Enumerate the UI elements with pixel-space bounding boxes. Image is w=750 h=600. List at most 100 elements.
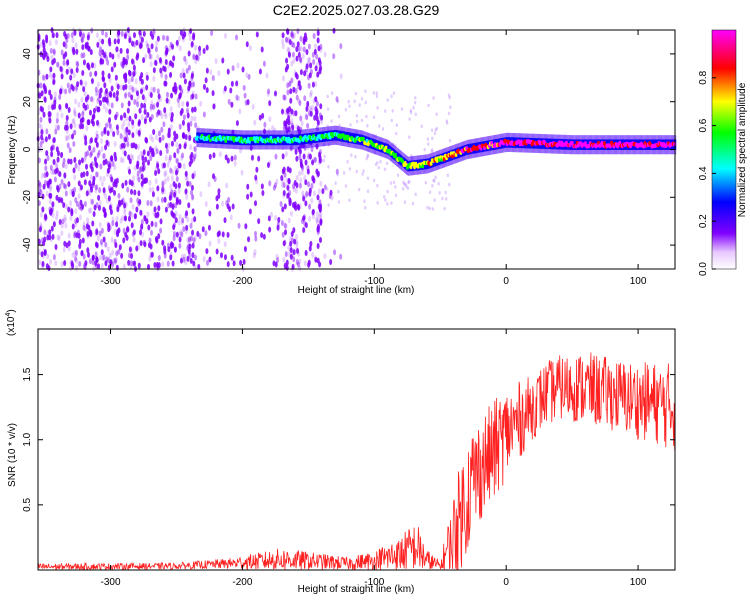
spectrogram-noise-speckle: [60, 261, 64, 268]
spectrogram-noise-speckle: [169, 254, 173, 261]
spectrogram-noise-speckle: [400, 107, 404, 111]
spectrogram-noise-speckle: [268, 180, 272, 187]
spectrogram-noise-speckle: [37, 187, 41, 194]
spectrogram-noise-speckle: [191, 229, 195, 236]
spectrogram-noise-speckle: [58, 94, 62, 101]
spectrogram-noise-speckle: [211, 74, 215, 81]
spectrogram-noise-speckle: [112, 257, 116, 264]
spectrogram-noise-speckle: [108, 77, 112, 84]
spectrogram-noise-speckle: [79, 29, 83, 36]
spectrogram-noise-speckle: [307, 43, 311, 50]
spectrogram-noise-speckle: [319, 118, 323, 125]
spectrogram-noise-speckle: [161, 186, 165, 193]
spectrogram-noise-speckle: [82, 224, 86, 231]
spectrogram-noise-speckle: [303, 70, 307, 77]
spectrogram-noise-speckle: [65, 60, 69, 67]
spectrogram-noise-speckle: [447, 111, 451, 116]
spectrogram-noise-speckle: [128, 179, 132, 186]
spectrogram-noise-speckle: [257, 218, 261, 225]
spectrogram-noise-speckle: [292, 42, 296, 49]
spectrogram-noise-speckle: [103, 208, 107, 215]
spectrogram-noise-speckle: [66, 142, 70, 149]
spectrogram-noise-speckle: [151, 104, 155, 111]
spectrogram-noise-speckle: [154, 46, 158, 53]
spectrogram-noise-speckle: [344, 184, 348, 188]
spectrogram-noise-speckle: [123, 209, 127, 216]
spectrogram-noise-speckle: [156, 211, 160, 218]
spectrogram-noise-speckle: [178, 94, 182, 101]
spectrogram-noise-speckle: [71, 251, 75, 258]
spectrogram-noise-speckle: [376, 201, 379, 205]
spectrogram-noise-speckle: [250, 154, 254, 161]
spectrogram-noise-speckle: [152, 67, 156, 74]
spectrogram-noise-speckle: [124, 31, 128, 38]
spectrogram-noise-speckle: [198, 50, 202, 57]
spectrogram-noise-speckle: [168, 194, 172, 201]
spectrogram-noise-speckle: [342, 171, 346, 175]
spectrogram-noise-speckle: [51, 233, 55, 240]
spectrogram-noise-speckle: [148, 91, 152, 98]
spectrogram-noise-speckle: [41, 260, 45, 267]
spectrogram-noise-speckle: [314, 65, 318, 72]
spectrogram-noise-speckle: [108, 117, 112, 124]
spectrogram-noise-speckle: [185, 67, 189, 74]
spectrogram-noise-speckle: [130, 212, 134, 219]
spectrogram-noise-speckle: [106, 130, 110, 137]
spectrogram-noise-speckle: [275, 253, 279, 260]
spectrogram-noise-speckle: [129, 260, 133, 267]
spectrogram-noise-speckle: [189, 235, 193, 242]
spectrogram-noise-speckle: [308, 215, 312, 222]
spectrogram-noise-speckle: [386, 202, 389, 206]
spectrogram-noise-speckle: [311, 159, 315, 166]
spectrogram-noise-speckle: [208, 256, 212, 263]
spectrogram-noise-speckle: [178, 236, 182, 243]
spectrogram-noise-speckle: [86, 62, 90, 69]
spectrogram-x-axis: -300 -200 -100 0 100: [101, 30, 647, 287]
spectrogram-noise-speckle: [54, 168, 58, 175]
spectrogram-noise-speckle: [150, 251, 154, 258]
spectrogram-noise-speckle: [226, 68, 230, 75]
spectrogram-noise-speckle: [304, 222, 308, 229]
spectrogram-noise-speckle: [386, 189, 389, 194]
spectrogram-noise-speckle: [98, 88, 102, 95]
spectrogram-noise-speckle: [73, 111, 77, 118]
spectrogram-noise-speckle: [336, 99, 340, 104]
spectrogram-noise-speckle: [209, 69, 213, 76]
spectrogram-noise-speckle: [288, 80, 292, 87]
spectrogram-noise-speckle: [196, 230, 200, 237]
spectrogram-noise-speckle: [87, 188, 91, 195]
spectrogram-noise-speckle: [72, 140, 76, 147]
spectrogram-noise-speckle: [314, 96, 318, 103]
spectrogram-noise-speckle: [91, 259, 95, 266]
spectrogram-noise-speckle: [131, 203, 135, 210]
spectrogram-noise-speckle: [237, 222, 241, 229]
spectrogram-noise-speckle: [282, 94, 286, 101]
spectrogram-noise-speckle: [186, 107, 190, 114]
spectrogram-noise-speckle: [133, 69, 137, 76]
spectrogram-noise-speckle: [78, 159, 82, 166]
spectrogram-noise-speckle: [96, 98, 100, 105]
spectrogram-noise-speckle: [115, 90, 119, 97]
spectrogram-noise-speckle: [323, 184, 327, 191]
spectrogram-noise-speckle: [37, 186, 41, 193]
spectrogram-noise-speckle: [149, 200, 153, 207]
spectrogram-noise-speckle: [137, 262, 141, 269]
spectrogram-noise-speckle: [184, 228, 188, 235]
spectrogram-noise-speckle: [241, 66, 245, 73]
spectrogram-noise-speckle: [56, 186, 60, 193]
spectrogram-noise-speckle: [298, 265, 302, 272]
spectrogram-noise-speckle: [104, 241, 108, 248]
spectrogram-noise-speckle: [113, 228, 117, 235]
spectrogram-noise-speckle: [83, 154, 87, 161]
spectrogram-noise-speckle: [190, 184, 194, 191]
spectrogram-noise-speckle: [169, 71, 173, 78]
spectrogram-noise-speckle: [156, 35, 160, 42]
spectrogram-y-tick-label: 20: [22, 96, 33, 108]
spectrogram-noise-speckle: [307, 82, 311, 89]
spectrogram-noise-speckle: [246, 183, 250, 190]
spectrogram-noise-speckle: [103, 127, 107, 134]
spectrogram-noise-speckle: [187, 130, 191, 137]
spectrogram-noise-speckle: [74, 255, 78, 262]
spectrogram-noise-speckle: [327, 203, 330, 207]
spectrogram-noise-speckle: [412, 105, 415, 110]
